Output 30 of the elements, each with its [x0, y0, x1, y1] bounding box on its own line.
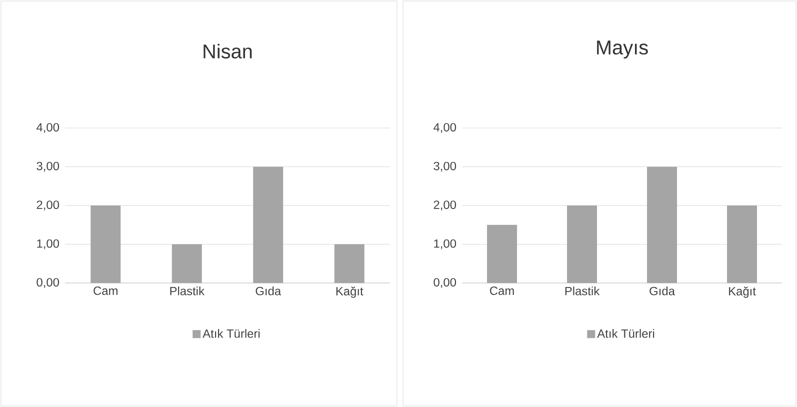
- bar: [567, 206, 598, 283]
- chart-title: Mayıs: [597, 40, 648, 59]
- bar: [647, 166, 678, 283]
- y-tick-label: 4,00: [434, 123, 456, 133]
- bar: [727, 206, 758, 283]
- bar: [487, 224, 518, 283]
- legend-label: Atık Türleri: [202, 329, 260, 338]
- legend-label: Atık Türleri: [597, 329, 654, 338]
- x-tick-label: Plastik: [170, 286, 205, 296]
- x-tick-label: Gıda: [256, 286, 282, 296]
- y-tick-label: 0,00: [434, 278, 456, 288]
- y-tick-label: 3,00: [36, 162, 60, 172]
- bar: [334, 244, 364, 283]
- chart-title: Nisan: [204, 44, 252, 58]
- y-tick-label: 2,00: [434, 200, 456, 210]
- x-tick-label: Kağıt: [336, 286, 364, 298]
- x-tick-label: Kağıt: [729, 286, 756, 298]
- y-tick-label: 2,00: [36, 200, 60, 210]
- x-tick-label: Cam: [490, 286, 514, 295]
- bar: [90, 206, 121, 283]
- y-tick-label: 1,00: [434, 239, 456, 250]
- x-tick-label: Plastik: [565, 286, 600, 296]
- x-tick-label: Gıda: [650, 286, 675, 296]
- y-tick-label: 3,00: [434, 162, 456, 172]
- y-tick-label: 1,00: [37, 239, 60, 250]
- bar: [253, 166, 284, 283]
- x-tick-label: Cam: [94, 286, 118, 295]
- bar: [172, 244, 202, 283]
- y-tick-label: 0,00: [36, 278, 60, 288]
- y-tick-label: 4,00: [36, 123, 60, 133]
